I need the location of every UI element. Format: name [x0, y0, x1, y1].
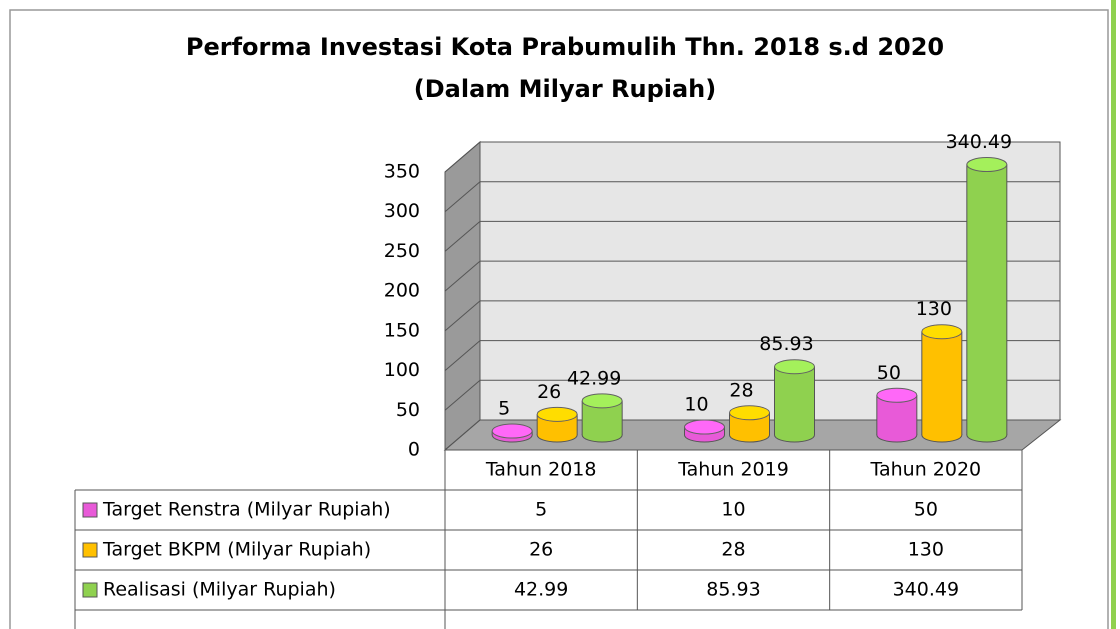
grid-line-side	[444, 300, 481, 332]
legend-key	[82, 582, 98, 598]
data-label: 10	[684, 394, 708, 416]
bar-top	[774, 359, 815, 375]
grid-line-side	[444, 379, 481, 411]
bar-top	[921, 324, 963, 340]
bar-top	[729, 405, 770, 421]
x-tick-label: Tahun 2020	[870, 459, 982, 481]
y-tick-label: 350	[384, 161, 420, 183]
legend-label: Realisasi (Milyar Rupiah)	[103, 579, 336, 601]
y-tick-label: 0	[408, 439, 420, 461]
legend-label: Target Renstra (Milyar Rupiah)	[102, 499, 391, 521]
data-label: 5	[498, 398, 510, 420]
y-tick-label: 300	[384, 200, 420, 222]
bar-top	[876, 387, 918, 403]
table-cell: 50	[914, 499, 938, 521]
bar	[581, 393, 623, 443]
legend-key	[82, 502, 98, 518]
bar-body	[774, 366, 815, 435]
x-tick-label: Tahun 2018	[485, 459, 597, 481]
bar-top	[536, 406, 578, 422]
bar-body	[966, 164, 1007, 435]
table-cell: 130	[908, 539, 944, 561]
y-tick-label: 50	[396, 399, 420, 421]
data-label: 26	[537, 381, 561, 403]
grid-line-side	[444, 260, 481, 292]
table-cell: 85.93	[706, 579, 760, 601]
grid-line-side	[444, 419, 481, 451]
y-tick-label: 200	[384, 280, 420, 302]
bar	[536, 406, 578, 443]
bar-top	[966, 157, 1008, 173]
side-wall	[444, 140, 481, 452]
table-cell: 42.99	[514, 579, 568, 601]
table-cell: 26	[529, 539, 553, 561]
data-label: 340.49	[946, 131, 1012, 153]
table-cell: 10	[721, 499, 745, 521]
bar	[921, 324, 963, 443]
data-label: 85.93	[759, 333, 813, 355]
chart-border	[9, 9, 1109, 629]
data-label: 50	[877, 362, 901, 384]
grid-line-side	[444, 181, 481, 213]
legend-key	[82, 542, 98, 558]
bar	[876, 387, 918, 443]
x-tick-label: Tahun 2019	[677, 459, 789, 481]
bar	[966, 157, 1008, 443]
data-label: 130	[916, 298, 952, 320]
data-label: 28	[729, 379, 753, 401]
y-tick-label: 150	[384, 319, 420, 341]
grid-line-side	[444, 340, 481, 371]
table-cell: 28	[721, 539, 745, 561]
y-tick-label: 250	[384, 240, 420, 262]
table-cell: 5	[535, 499, 547, 521]
y-tick-label: 100	[384, 359, 420, 381]
bar	[774, 359, 815, 443]
bar	[684, 419, 725, 443]
bar-top	[491, 423, 533, 439]
legend-label: Target BKPM (Milyar Rupiah)	[102, 539, 371, 561]
chart-title: Performa Investasi Kota Prabumulih Thn. …	[186, 33, 944, 61]
bar	[491, 423, 533, 443]
bar-body	[921, 331, 962, 435]
edge-strip	[1111, 0, 1116, 629]
bar-top	[684, 419, 725, 435]
grid-line-side	[444, 141, 481, 173]
bar-top	[581, 393, 623, 409]
data-label: 42.99	[567, 367, 621, 389]
grid-line-side	[444, 221, 481, 252]
table-cell: 340.49	[893, 579, 959, 601]
bar	[729, 405, 770, 443]
chart-subtitle: (Dalam Milyar Rupiah)	[414, 75, 716, 103]
